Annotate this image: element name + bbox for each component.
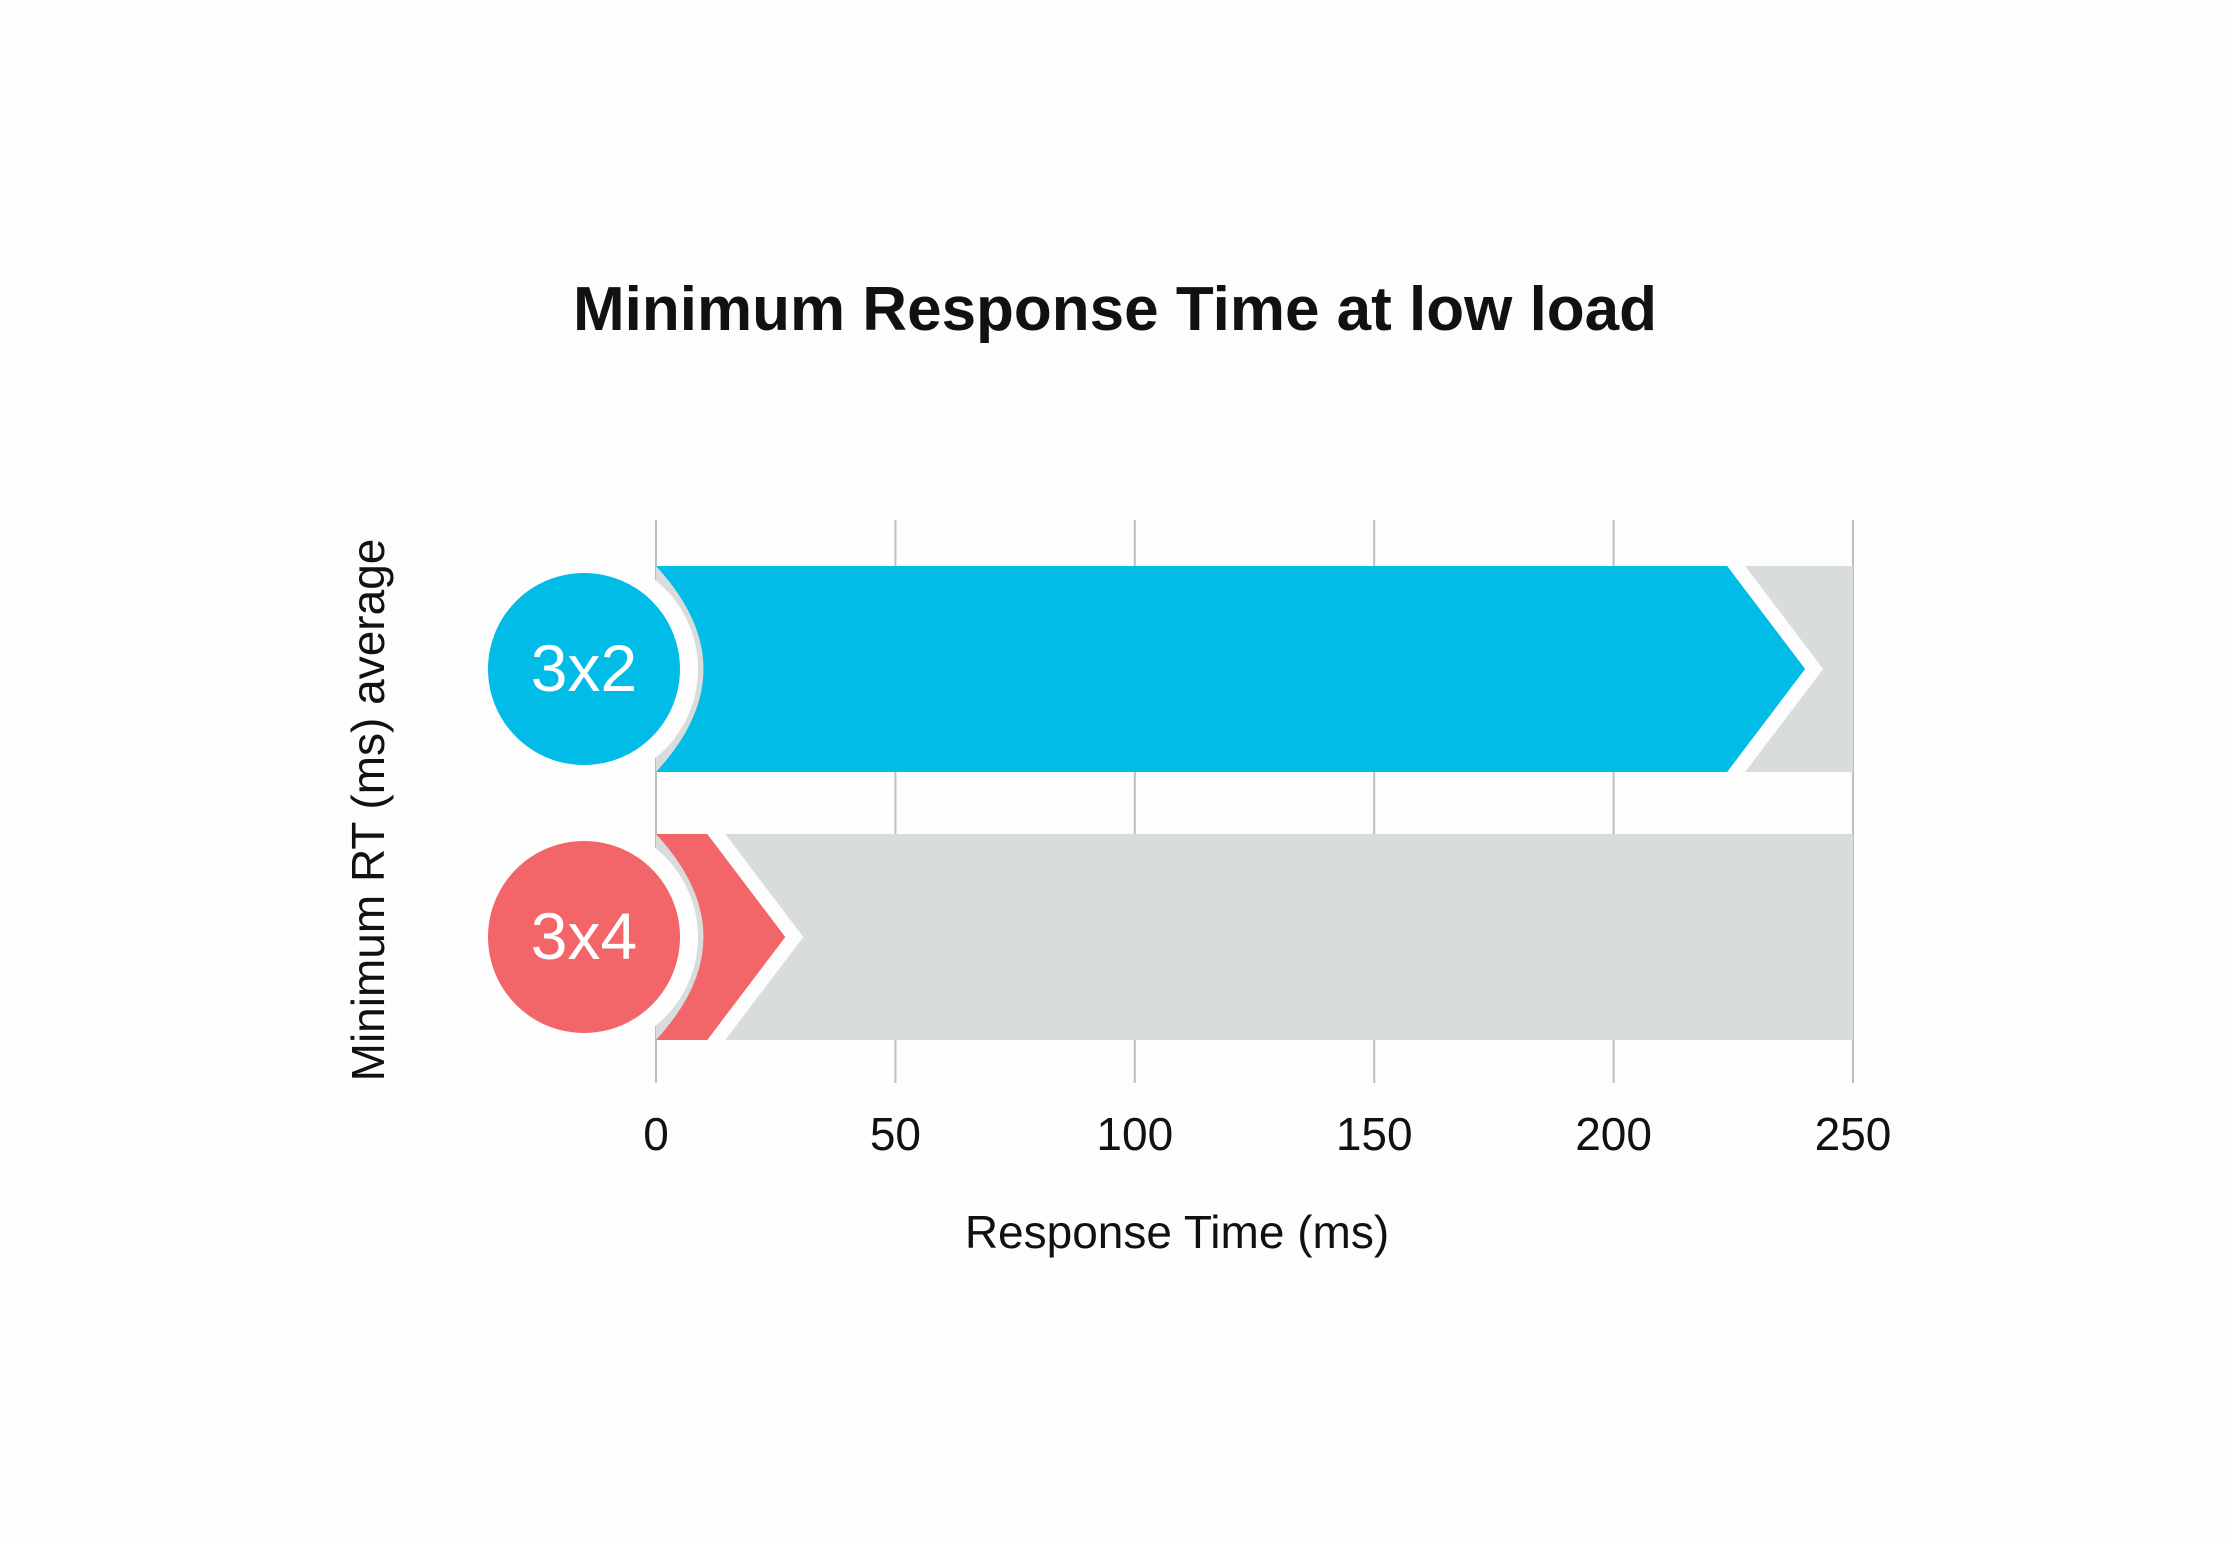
bar-track-3x4 xyxy=(656,834,1853,1040)
category-badge-3x4 xyxy=(488,841,680,1033)
category-label: 3x2 xyxy=(531,631,637,705)
x-axis-label: Response Time (ms) xyxy=(965,1206,1389,1258)
x-tick-label: 150 xyxy=(1336,1108,1413,1160)
bar-3x4 xyxy=(656,834,786,1040)
x-tick-label: 200 xyxy=(1575,1108,1652,1160)
x-tick-label: 50 xyxy=(870,1108,921,1160)
category-badge-3x2 xyxy=(488,573,680,765)
x-tick-label: 250 xyxy=(1815,1108,1892,1160)
y-axis-label: Minimum RT (ms) average xyxy=(342,539,394,1082)
x-tick-label: 0 xyxy=(643,1108,669,1160)
chart-title: Minimum Response Time at low load xyxy=(573,275,1657,344)
x-tick-label: 100 xyxy=(1096,1108,1173,1160)
category-label: 3x4 xyxy=(531,899,637,973)
x-tick-labels: 0 50 100 150 200 250 xyxy=(643,1108,1891,1160)
bars: 3x2 3x4 xyxy=(470,555,1853,1051)
bar-3x2 xyxy=(656,566,1806,772)
